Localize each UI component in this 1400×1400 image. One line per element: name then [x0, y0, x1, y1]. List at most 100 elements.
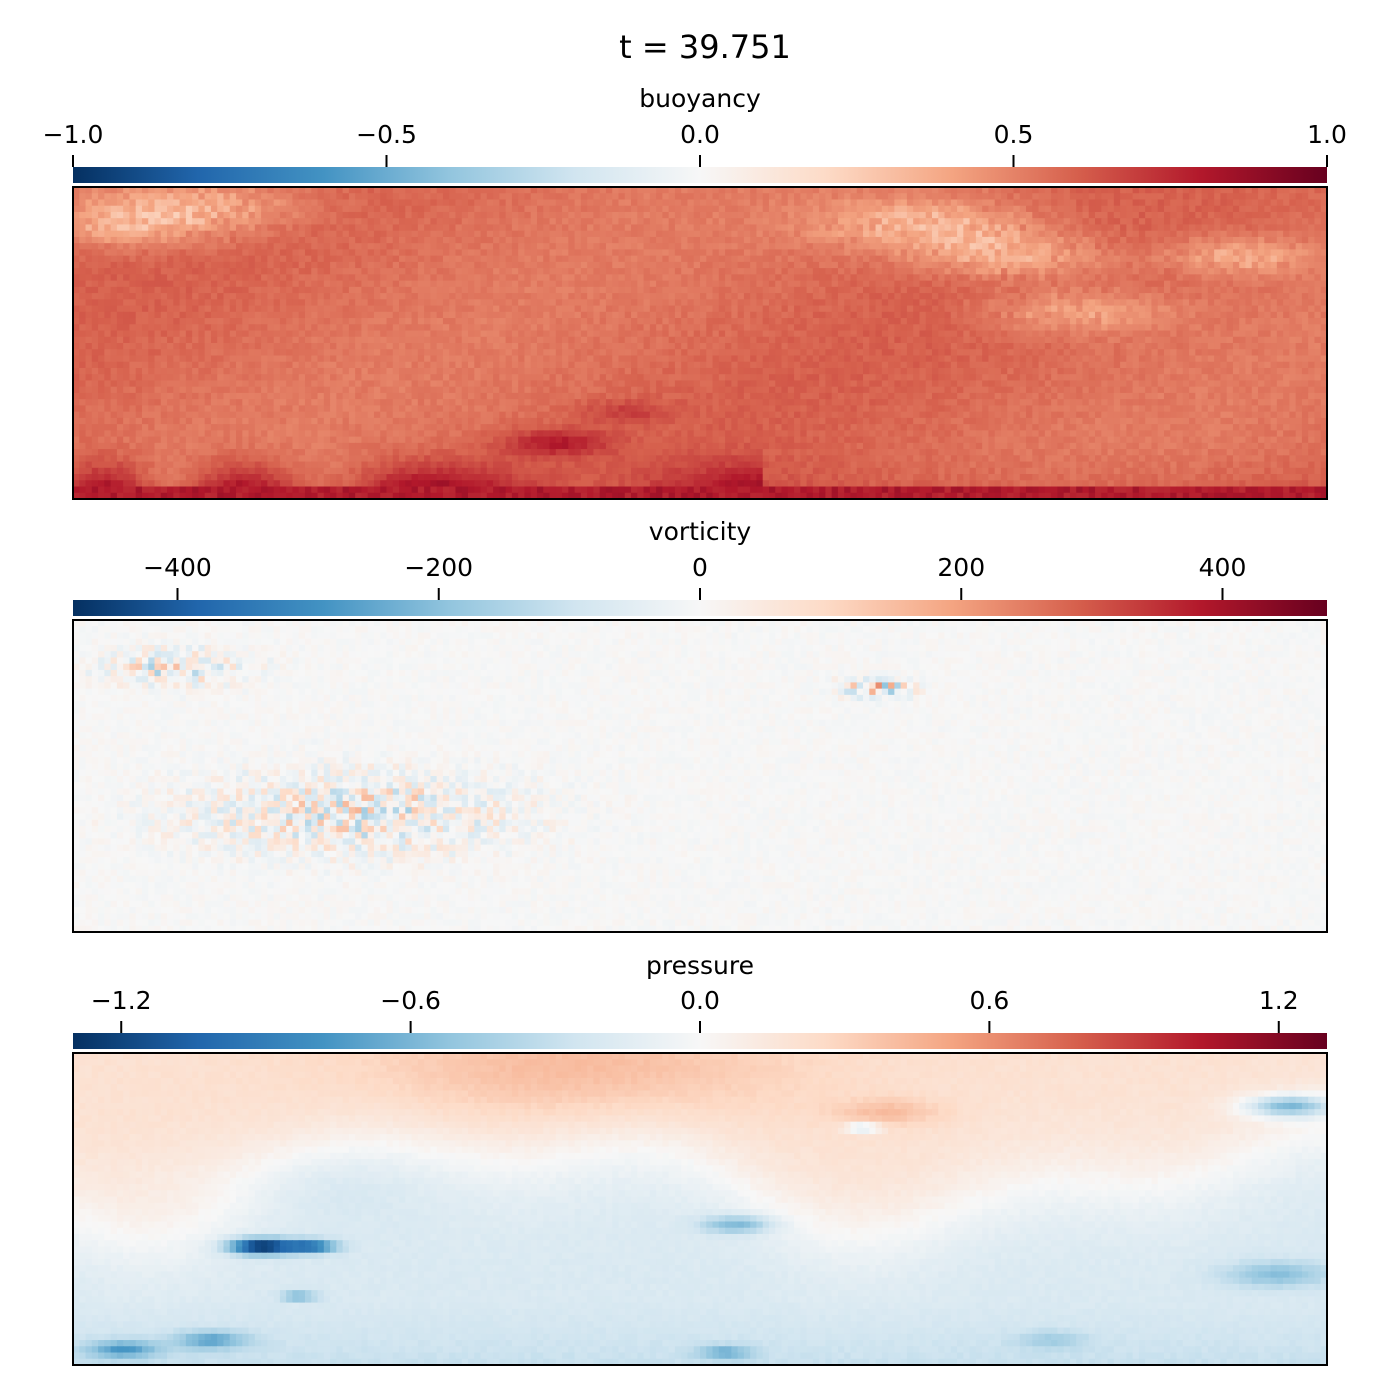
buoyancy-cell [230, 199, 237, 206]
buoyancy-cell [255, 199, 262, 206]
buoyancy-cell [1039, 187, 1046, 194]
buoyancy-cell [292, 218, 299, 225]
buoyancy-cell [443, 187, 450, 194]
buoyancy-cell [361, 206, 368, 213]
buoyancy-cell [675, 218, 682, 225]
buoyancy-cell [217, 224, 224, 231]
buoyancy-cell [1020, 206, 1027, 213]
buoyancy-cell [1177, 218, 1184, 225]
buoyancy-cell [217, 218, 224, 225]
buoyancy-cell [713, 212, 720, 219]
buoyancy-cell [1289, 206, 1296, 213]
buoyancy-cell [230, 212, 237, 219]
buoyancy-cell [180, 224, 187, 231]
buoyancy-cell [242, 218, 249, 225]
buoyancy-cell [587, 224, 594, 231]
buoyancy-cell [970, 212, 977, 219]
buoyancy-cell [462, 224, 469, 231]
buoyancy-cell [625, 218, 632, 225]
buoyancy-cell [1277, 187, 1284, 194]
buoyancy-cell [650, 218, 657, 225]
buoyancy-cell [292, 199, 299, 206]
buoyancy-cell [305, 212, 312, 219]
buoyancy-cell [988, 206, 995, 213]
buoyancy-cell [669, 199, 676, 206]
buoyancy-cell [104, 218, 111, 225]
buoyancy-cell [242, 206, 249, 213]
buoyancy-cell [1108, 199, 1115, 206]
buoyancy-cell [512, 206, 519, 213]
buoyancy-cell [1302, 187, 1309, 194]
buoyancy-cell [148, 199, 155, 206]
buoyancy-cell [1258, 199, 1265, 206]
buoyancy-cell [600, 224, 607, 231]
buoyancy-cell [800, 206, 807, 213]
buoyancy-cell [474, 212, 481, 219]
buoyancy-cell [1095, 193, 1102, 200]
buoyancy-cell [167, 224, 174, 231]
buoyancy-cell [455, 206, 462, 213]
buoyancy-cell [98, 199, 105, 206]
buoyancy-cell [217, 187, 224, 194]
buoyancy-cell [506, 206, 513, 213]
buoyancy-cell [123, 206, 130, 213]
buoyancy-cell [1020, 193, 1027, 200]
buoyancy-cell [612, 199, 619, 206]
buoyancy-cell [850, 199, 857, 206]
buoyancy-cell [744, 206, 751, 213]
buoyancy-cell [462, 206, 469, 213]
buoyancy-cell [813, 187, 820, 194]
buoyancy-cell [794, 187, 801, 194]
buoyancy-cell [725, 206, 732, 213]
buoyancy-cell [738, 212, 745, 219]
buoyancy-cell [675, 206, 682, 213]
buoyancy-cell [361, 199, 368, 206]
buoyancy-cell [706, 199, 713, 206]
buoyancy-cell [506, 199, 513, 206]
buoyancy-cell [700, 199, 707, 206]
buoyancy-cell [1283, 218, 1290, 225]
buoyancy-cell [863, 218, 870, 225]
buoyancy-cell [330, 193, 337, 200]
buoyancy-cell [343, 218, 350, 225]
buoyancy-cell [1095, 206, 1102, 213]
buoyancy-cell [123, 224, 130, 231]
buoyancy-cell [869, 206, 876, 213]
buoyancy-cell [299, 212, 306, 219]
buoyancy-cell [1214, 199, 1221, 206]
buoyancy-cell [430, 199, 437, 206]
buoyancy-cell [644, 224, 651, 231]
buoyancy-cell [575, 193, 582, 200]
buoyancy-cell [499, 224, 506, 231]
buoyancy-cell [1001, 212, 1008, 219]
buoyancy-cell [1045, 187, 1052, 194]
buoyancy-cell [894, 218, 901, 225]
buoyancy-cell [487, 206, 494, 213]
buoyancy-cell [807, 206, 814, 213]
buoyancy-cell [387, 218, 394, 225]
buoyancy-cell [531, 224, 538, 231]
buoyancy-cell [976, 206, 983, 213]
buoyancy-cell [731, 193, 738, 200]
buoyancy-cell [907, 199, 914, 206]
buoyancy-cell [1139, 187, 1146, 194]
buoyancy-cell [543, 224, 550, 231]
buoyancy-cell [932, 224, 939, 231]
buoyancy-cell [412, 218, 419, 225]
buoyancy-cell [267, 218, 274, 225]
buoyancy-cell [236, 212, 243, 219]
buoyancy-cell [1277, 218, 1284, 225]
buoyancy-cell [405, 199, 412, 206]
buoyancy-cell [763, 199, 770, 206]
buoyancy-cell [1120, 187, 1127, 194]
buoyancy-cell [481, 212, 488, 219]
buoyancy-cell [481, 224, 488, 231]
buoyancy-cell [1271, 193, 1278, 200]
buoyancy-cell [618, 199, 625, 206]
buoyancy-cell [1214, 218, 1221, 225]
buoyancy-cell [1133, 193, 1140, 200]
buoyancy-cell [267, 224, 274, 231]
buoyancy-cell [1239, 193, 1246, 200]
buoyancy-cell [1114, 199, 1121, 206]
buoyancy-cell [324, 187, 331, 194]
